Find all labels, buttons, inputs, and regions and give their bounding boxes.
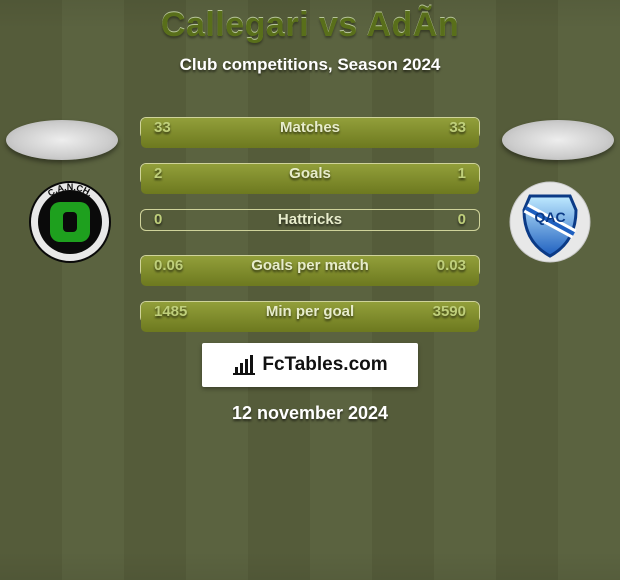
footer-brand-text: FcTables.com (262, 354, 387, 376)
footer-brand: FcTables.com (202, 343, 418, 387)
stat-value-right: 0 (458, 211, 466, 228)
stat-label: Goals (140, 165, 480, 182)
stat-row: 0 Hattricks 0 (140, 203, 480, 233)
stat-value-right: 3590 (433, 303, 466, 320)
club-right-name: QAC (534, 209, 565, 225)
stat-row: 0.06 Goals per match 0.03 (140, 249, 480, 279)
player-photo-left (6, 120, 118, 160)
root: Callegari vs AdÃ­n Club competitions, Se… (0, 0, 620, 580)
club-badge-right: QAC (500, 180, 600, 264)
club-badge-left: C.A.N.CH. (20, 180, 120, 264)
player-photo-right (502, 120, 614, 160)
stat-label: Hattricks (140, 211, 480, 228)
stat-value-right: 0.03 (437, 257, 466, 274)
chart-icon (232, 353, 256, 377)
stat-label: Min per goal (140, 303, 480, 320)
subtitle: Club competitions, Season 2024 (0, 55, 620, 75)
stat-row: 1485 Min per goal 3590 (140, 295, 480, 325)
date-text: 12 november 2024 (0, 403, 620, 424)
stat-label: Matches (140, 119, 480, 136)
stat-label: Goals per match (140, 257, 480, 274)
page-title: Callegari vs AdÃ­n (0, 0, 620, 45)
club-badge-right-svg: QAC (500, 180, 600, 264)
stat-row: 2 Goals 1 (140, 157, 480, 187)
stat-value-right: 33 (449, 119, 466, 136)
stat-row: 33 Matches 33 (140, 111, 480, 141)
stat-value-right: 1 (458, 165, 466, 182)
stats-block: 33 Matches 33 2 Goals 1 0 Hattricks 0 0.… (140, 111, 480, 325)
club-badge-left-svg: C.A.N.CH. (20, 180, 120, 264)
